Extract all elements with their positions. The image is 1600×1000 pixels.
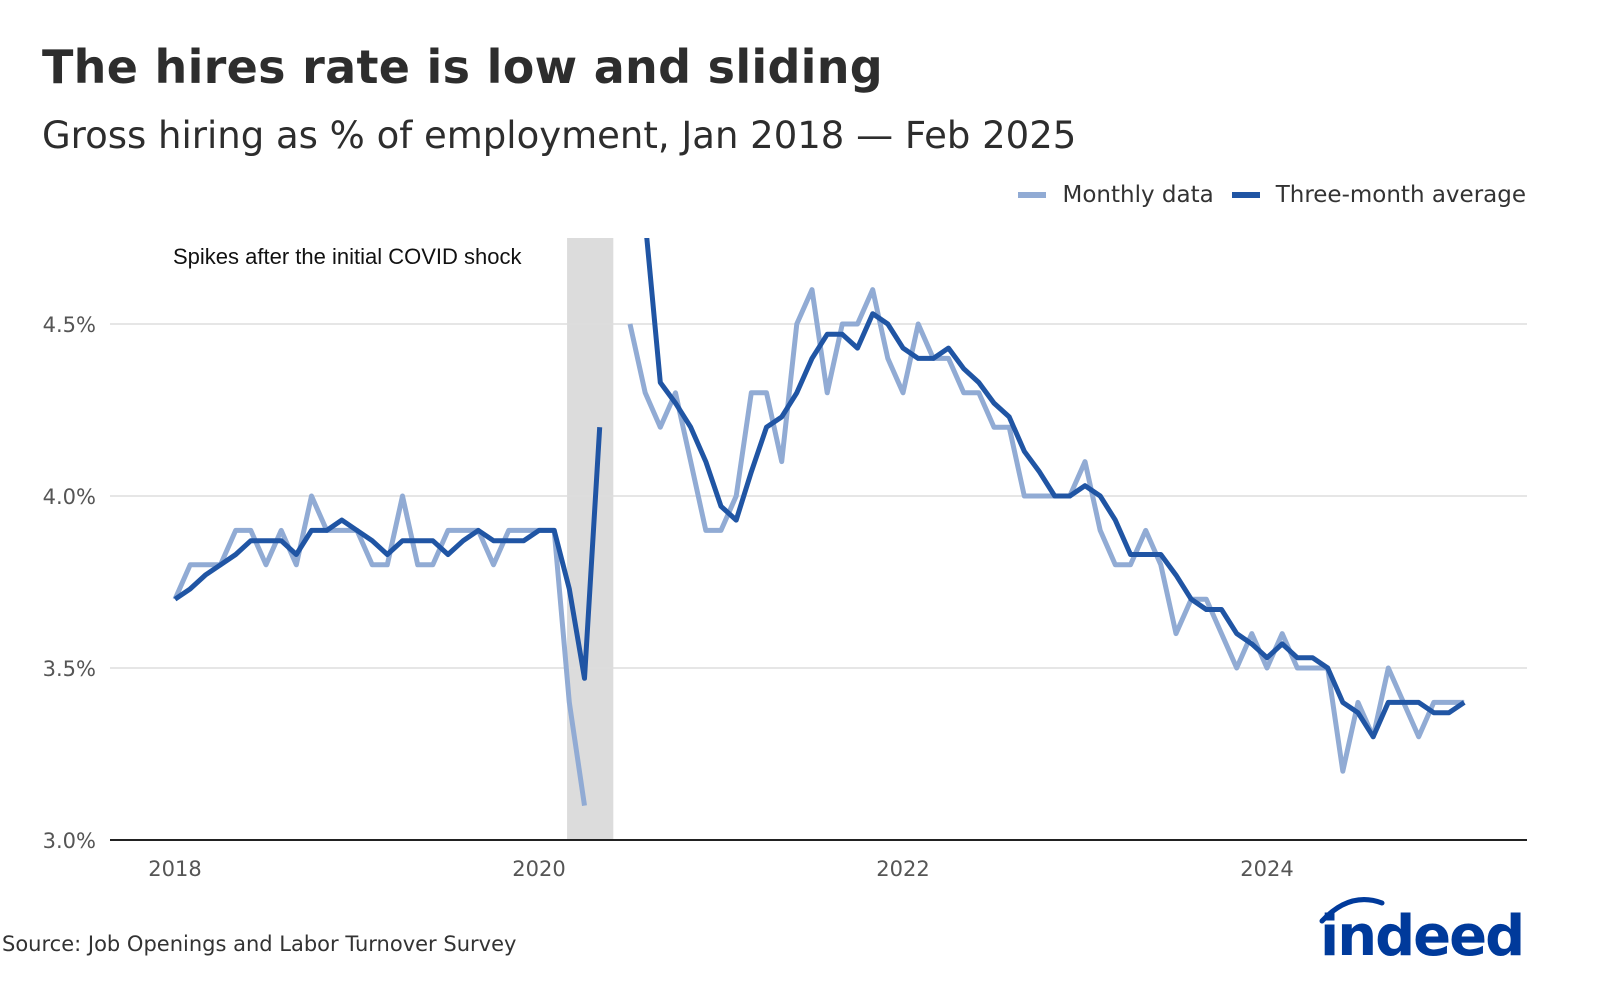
chart-subtitle: Gross hiring as % of employment, Jan 201… <box>42 114 1077 157</box>
y-tick-label: 4.0% <box>43 485 96 509</box>
legend-label-monthly: Monthly data <box>1062 182 1214 208</box>
x-tick-label: 2018 <box>148 857 201 881</box>
x-tick-label: 2022 <box>876 857 929 881</box>
y-tick-label: 4.5% <box>43 313 96 337</box>
svg-text:indeed: indeed <box>1320 904 1523 965</box>
x-tick-label: 2024 <box>1240 857 1293 881</box>
series-average-line <box>173 238 1466 740</box>
chart-title: The hires rate is low and sliding <box>42 40 884 94</box>
legend-swatch-average <box>1231 192 1260 198</box>
legend: Monthly data Three-month average <box>1000 182 1526 208</box>
source-note: Source: Job Openings and Labor Turnover … <box>2 932 517 956</box>
y-tick-label: 3.5% <box>43 657 96 681</box>
legend-item-monthly: Monthly data <box>1018 182 1214 208</box>
legend-label-average: Three-month average <box>1275 182 1526 208</box>
annotation-text: Spikes after the initial COVID shock <box>173 244 522 269</box>
y-tick-label: 3.0% <box>43 829 96 853</box>
indeed-logo: indeed <box>1319 897 1525 965</box>
x-tick-label: 2020 <box>512 857 565 881</box>
legend-swatch-monthly <box>1018 192 1047 198</box>
legend-item-average: Three-month average <box>1231 182 1526 208</box>
series-monthly-line <box>172 287 1465 806</box>
